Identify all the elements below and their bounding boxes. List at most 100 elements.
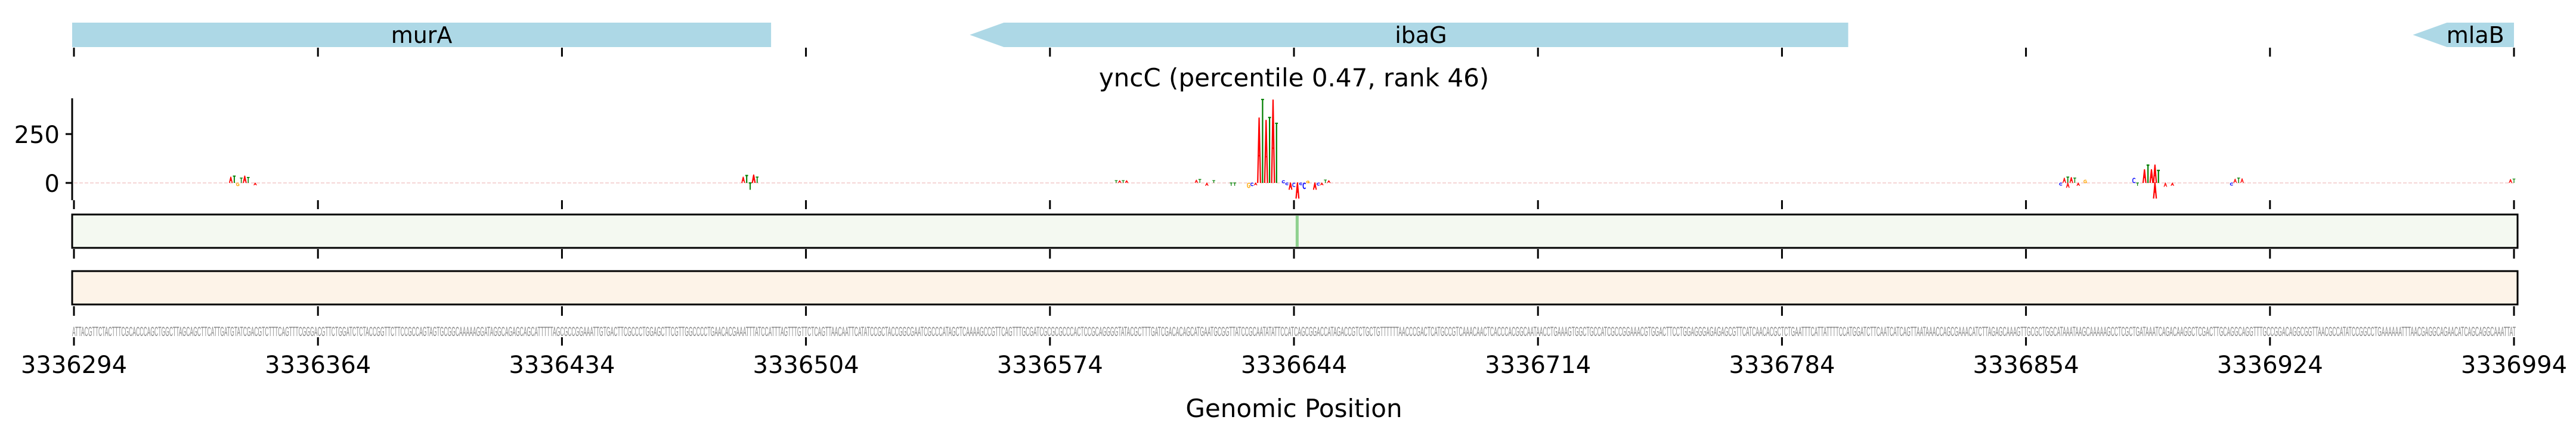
- logo-letter-C: [1303, 183, 1305, 188]
- logo-letter-C: [2133, 178, 2135, 183]
- logo-letter-A: [742, 177, 745, 183]
- logo-glyph-A: [2171, 183, 2174, 186]
- logo-letter-A: [2070, 178, 2073, 183]
- logo-glyph-A: [1289, 183, 1292, 189]
- logo-glyph-A: [2077, 183, 2080, 186]
- logo-letter-A: [2154, 165, 2157, 183]
- logo-letter-C: [2060, 183, 2062, 185]
- logo-glyph-A: [2150, 170, 2153, 183]
- logo-glyph-A: [2509, 179, 2512, 183]
- green-track-mark: [1295, 216, 1299, 247]
- logo-letter-A: [1327, 181, 1330, 183]
- logo-letter-A: [1125, 181, 1128, 183]
- x-axis-label: Genomic Position: [1185, 394, 1402, 423]
- logo-glyph-T: [1275, 123, 1278, 183]
- logo-letter-A: [2143, 170, 2146, 183]
- gene-label: murA: [391, 22, 453, 48]
- logo-glyph-T: [2513, 179, 2516, 183]
- logo-letter-T: [1199, 179, 1202, 183]
- logo-glyph-A: [1296, 183, 1299, 198]
- gene-murA: [72, 23, 772, 47]
- logo-glyph-T: [233, 176, 236, 183]
- logo-glyph-T: [1199, 179, 1202, 183]
- gene-mlaB: [2413, 23, 2514, 47]
- logo-glyph-G: [1306, 181, 1309, 183]
- logo-letter-G: [2084, 180, 2086, 183]
- x-tick-label: 3336434: [509, 352, 615, 379]
- logo-glyph-A: [254, 183, 257, 185]
- logo-glyph-T: [2066, 177, 2069, 183]
- logo-glyph-A: [742, 177, 745, 183]
- logo-glyph-T: [240, 178, 243, 183]
- x-tick-label: 3336924: [2217, 352, 2323, 379]
- logo-letter-T: [1233, 183, 1236, 186]
- logo-letter-A: [2509, 179, 2512, 183]
- logo-glyph-T: [1230, 183, 1233, 186]
- logo-glyph-A: [2154, 165, 2157, 183]
- logo-glyph-A: [2066, 183, 2069, 188]
- logo-letter-C: [1300, 183, 1302, 185]
- logo-letter-T: [2073, 178, 2076, 183]
- logo-glyph-T: [1268, 117, 1271, 183]
- logo-letter-A: [1118, 181, 1121, 183]
- logo-letter-T: [749, 183, 752, 189]
- gene-track-ticks: [73, 48, 2515, 57]
- logo-glyph-T: [745, 176, 748, 183]
- x-tick-label: 3336294: [21, 352, 127, 379]
- logo-letter-A: [753, 175, 756, 183]
- logo-glyph-A: [1314, 183, 1317, 189]
- x-tick-label: 3336714: [1485, 352, 1591, 379]
- logo-letter-T: [2066, 177, 2069, 183]
- logo-glyph-A: [1118, 181, 1121, 183]
- plot-title: yncC (percentile 0.47, rank 46): [1099, 63, 1489, 92]
- logo-glyph-A: [2070, 178, 2073, 183]
- logo-glyph-A: [2241, 179, 2244, 183]
- logo-letter-A: [230, 177, 233, 183]
- logo-glyph-C: [2060, 183, 2062, 185]
- logo-letter-T: [1268, 117, 1271, 183]
- logo-letter-A: [1195, 180, 1198, 183]
- gene-annotation-track: murA ibaG mlaB: [72, 22, 2514, 48]
- logo-glyph-G: [1247, 183, 1250, 188]
- logo-glyph-A: [753, 175, 756, 183]
- logo-letter-T: [1230, 183, 1233, 186]
- logo-glyph-A: [1206, 183, 1209, 186]
- logo-letter-T: [1324, 180, 1327, 183]
- logo-letter-T: [240, 178, 243, 183]
- logo-glyph-C: [1293, 183, 1295, 186]
- logo-glyph-T: [1324, 180, 1327, 183]
- logo-glyph-A: [1125, 181, 1128, 183]
- logo-letter-T: [2237, 178, 2240, 183]
- logo-letter-T: [1115, 181, 1118, 183]
- logo-glyph-T: [1115, 181, 1118, 183]
- logo-glyph-A: [243, 176, 246, 183]
- logo-letter-T: [756, 177, 758, 183]
- logo-glyph-A: [1320, 183, 1323, 185]
- logo-letter-A: [2234, 179, 2237, 183]
- logo-glyph-T: [1122, 181, 1125, 183]
- y-tick-label-250: 250: [14, 122, 60, 149]
- logo-glyph-A: [1258, 118, 1261, 183]
- logo-letter-A: [1258, 118, 1261, 183]
- logo-glyph-T: [1233, 183, 1236, 186]
- logo-glyph-A: [1272, 100, 1275, 183]
- logo-glyph-T: [2237, 178, 2240, 183]
- logo-letter-A: [1265, 120, 1268, 183]
- logo-glyph-C: [1282, 181, 1284, 183]
- logo-letter-A: [2150, 170, 2153, 183]
- logo-glyph-T: [2157, 170, 2160, 183]
- logo-letter-T: [2513, 179, 2516, 183]
- logo-letter-A: [243, 176, 246, 183]
- logo-letter-A: [2164, 183, 2167, 187]
- logo-letter-A: [2171, 183, 2174, 186]
- orange-track-ticks: [73, 306, 2515, 316]
- logo-glyph-G: [237, 183, 239, 186]
- logo-letter-T: [2136, 183, 2139, 186]
- logo-letter-T: [1275, 123, 1278, 183]
- green-track-marks: [1295, 216, 1299, 247]
- logo-letter-T: [247, 178, 250, 183]
- logo-glyph-T: [749, 183, 752, 189]
- x-tick-label: 3336574: [997, 352, 1103, 379]
- logo-letter-T: [745, 176, 748, 183]
